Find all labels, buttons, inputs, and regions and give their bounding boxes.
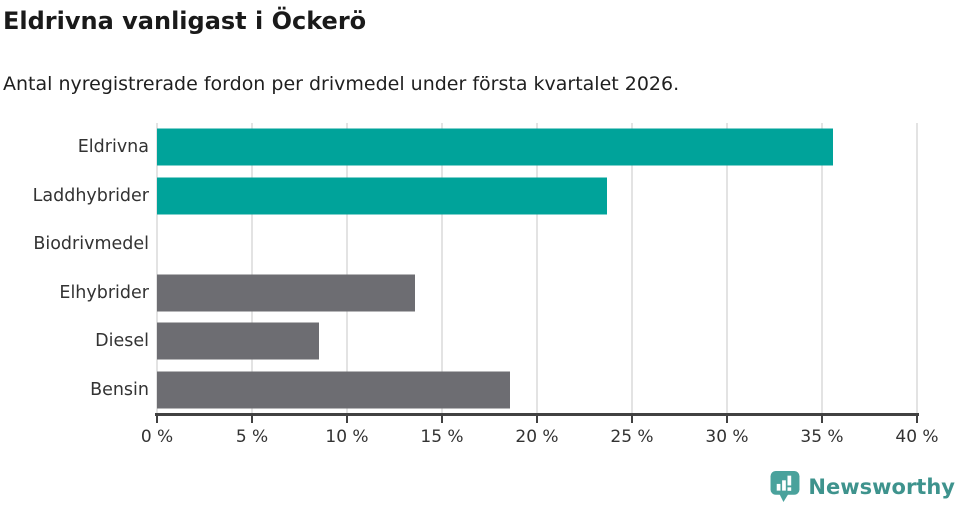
bar-elhybrider bbox=[157, 274, 416, 312]
category-label-bensin: Bensin bbox=[90, 379, 149, 400]
chart-title: Eldrivna vanligast i Öckerö bbox=[3, 7, 367, 35]
gridline bbox=[631, 123, 633, 414]
category-axis: Eldrivna Laddhybrider Biodrivmedel Elhybrid… bbox=[0, 123, 149, 414]
bar-bensin bbox=[157, 371, 511, 409]
bar-diesel bbox=[157, 322, 319, 360]
x-axis-tick-label: 5 % bbox=[235, 427, 269, 447]
x-axis-tick bbox=[536, 413, 538, 423]
x-axis-tick bbox=[916, 413, 918, 423]
category-label-biodrivmedel: Biodrivmedel bbox=[33, 234, 149, 255]
gridline bbox=[346, 123, 348, 414]
gridline bbox=[441, 123, 443, 414]
bar-row bbox=[157, 317, 917, 366]
newsworthy-wordmark: Newsworthy bbox=[808, 474, 955, 499]
bar-row bbox=[157, 366, 917, 415]
gridline bbox=[726, 123, 728, 414]
x-axis-tick-label: 40 % bbox=[895, 427, 939, 447]
category-label-laddhybrider: Laddhybrider bbox=[32, 185, 149, 206]
x-axis-tick bbox=[251, 413, 253, 423]
gridline bbox=[821, 123, 823, 414]
x-axis-tick bbox=[156, 413, 158, 423]
x-axis-tick-label: 15 % bbox=[420, 427, 464, 447]
bar-eldrivna bbox=[157, 128, 834, 166]
x-axis-tick-label: 25 % bbox=[610, 427, 654, 447]
x-axis-tick bbox=[821, 413, 823, 423]
gridline bbox=[536, 123, 538, 414]
bar-rows bbox=[157, 123, 917, 414]
plot-area bbox=[156, 123, 918, 414]
gridline bbox=[251, 123, 253, 414]
x-axis-tick bbox=[631, 413, 633, 423]
x-axis: 0 % 5 % 10 % 15 % 20 % 25 % 30 % 35 % 40 % bbox=[141, 413, 939, 453]
x-axis-tick bbox=[441, 413, 443, 423]
x-axis-tick bbox=[346, 413, 348, 423]
x-axis-tick-label: 35 % bbox=[800, 427, 844, 447]
gridline bbox=[916, 123, 918, 414]
x-axis-tick bbox=[726, 413, 728, 423]
bar-row bbox=[157, 220, 917, 269]
category-label-diesel: Diesel bbox=[95, 331, 149, 352]
bar-laddhybrider bbox=[157, 177, 608, 215]
bar-row bbox=[157, 172, 917, 221]
category-label-eldrivna: Eldrivna bbox=[77, 137, 149, 158]
bar-row bbox=[157, 269, 917, 318]
x-axis-tick-label: 0 % bbox=[140, 427, 174, 447]
x-axis-tick-label: 30 % bbox=[705, 427, 749, 447]
newsworthy-logo[interactable]: Newsworthy bbox=[770, 471, 955, 502]
chart-subtitle: Antal nyregistrerade fordon per drivmede… bbox=[3, 73, 680, 95]
gridline bbox=[156, 123, 158, 414]
x-axis-tick-label: 20 % bbox=[515, 427, 559, 447]
x-axis-tick-label: 10 % bbox=[325, 427, 369, 447]
bar-row bbox=[157, 123, 917, 172]
category-label-elhybrider: Elhybrider bbox=[59, 282, 149, 303]
newsworthy-icon bbox=[770, 471, 800, 502]
